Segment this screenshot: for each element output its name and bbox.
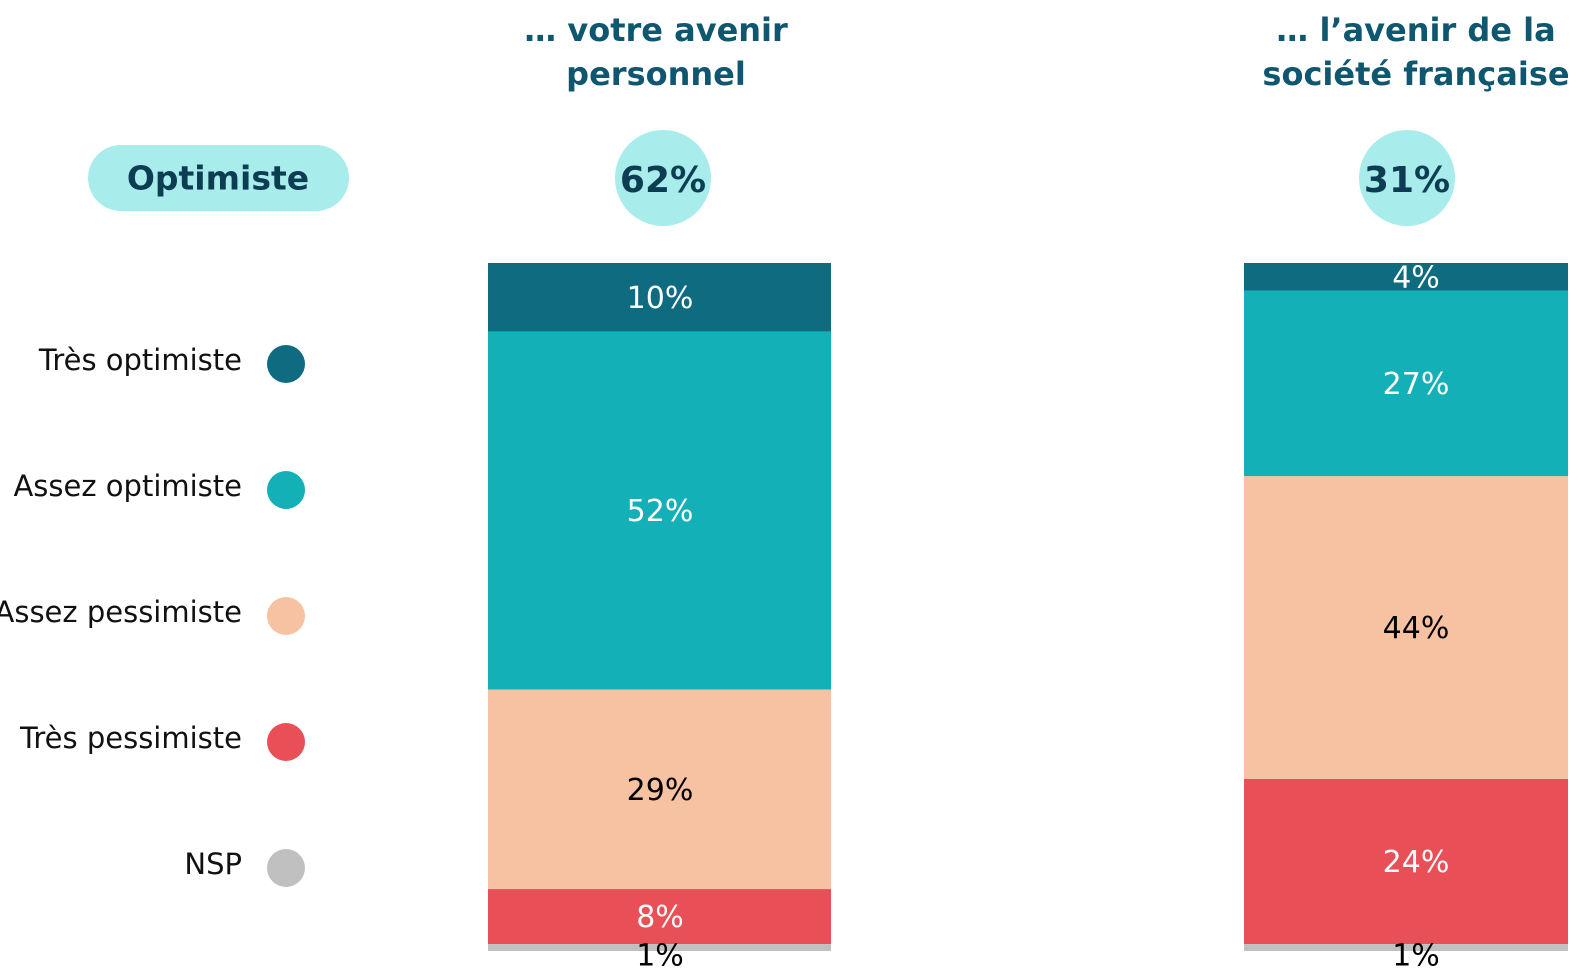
total-badge (615, 130, 711, 226)
column-header: … l’avenir de la société française (1262, 11, 1570, 93)
value-label: 8% (636, 900, 684, 935)
value-label: 24% (1383, 845, 1450, 880)
value-label: 1% (636, 939, 684, 974)
legend-swatch (267, 471, 305, 509)
legend-swatch (267, 849, 305, 887)
value-label: 44% (1383, 611, 1450, 646)
bar-segment (1244, 290, 1568, 477)
bar-segment (488, 944, 831, 951)
bar-segment (488, 689, 831, 890)
value-label: 10% (627, 281, 694, 316)
legend-label: NSP (184, 847, 242, 881)
value-label: 27% (1383, 367, 1450, 402)
bar-segment (1244, 476, 1568, 779)
total-pill (88, 145, 349, 211)
total-label: 31% (1364, 160, 1450, 201)
legend-label: Très pessimiste (19, 721, 242, 755)
bar-segment (488, 331, 831, 690)
value-label: 1% (1392, 939, 1440, 974)
total-label: 62% (620, 160, 706, 201)
total-name: Optimiste (127, 159, 309, 198)
column-header: … votre avenir personnel (524, 11, 788, 93)
bar-segment (488, 889, 831, 945)
value-label: 52% (627, 494, 694, 529)
legend-swatch (267, 345, 305, 383)
bar-segment (488, 263, 831, 332)
bar-segment (1244, 944, 1568, 951)
legend-swatch (267, 597, 305, 635)
legend-label: Assez pessimiste (0, 595, 242, 629)
value-label: 29% (627, 773, 694, 808)
value-label: 4% (1392, 260, 1440, 295)
legend-label: Assez optimiste (13, 469, 242, 503)
total-badge (1359, 130, 1455, 226)
bar-segment (1244, 779, 1568, 945)
legend-label: Très optimiste (38, 343, 242, 377)
legend-swatch (267, 723, 305, 761)
bar-segment (1244, 263, 1568, 291)
